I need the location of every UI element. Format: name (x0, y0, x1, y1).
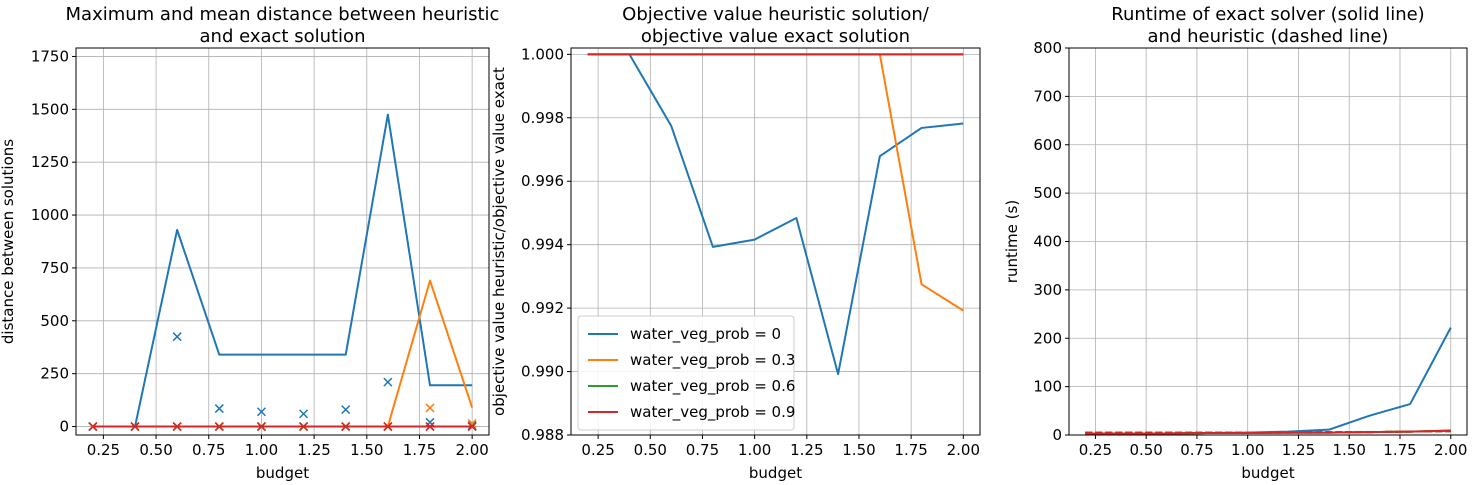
y-tick-label: 1.000 (521, 45, 564, 63)
legend-entry: water_veg_prob = 0.6 (630, 377, 795, 396)
mean-distance-marker (256, 407, 266, 417)
y-tick-label: 0.994 (521, 236, 564, 254)
y-tick-label: 1750 (31, 47, 69, 65)
x-tick-label: 2.00 (947, 441, 980, 459)
y-tick-label: 0.988 (521, 426, 564, 444)
chart-title: Maximum and mean distance between heuris… (66, 4, 500, 25)
y-tick-label: 600 (1033, 136, 1062, 154)
mean-distance-marker (214, 422, 224, 432)
mean-distance-marker (172, 422, 182, 432)
y-tick-label: 800 (1033, 39, 1062, 57)
y-tick-label: 1000 (31, 206, 69, 224)
y-axis-label: distance between solutions (0, 139, 17, 344)
y-tick-label: 1250 (31, 153, 69, 171)
chart-panel-2: 0.25 0.50 0.75 1.00 1.25 1.50 1.75 2.00 0.988 0.9… (490, 4, 981, 482)
y-tick-label: 500 (1033, 184, 1062, 202)
series-line (92, 113, 473, 428)
y-tick-label: 0 (1052, 426, 1062, 444)
mean-distance-marker (256, 422, 266, 432)
y-tick-label: 1500 (31, 100, 69, 118)
mean-distance-marker (299, 409, 309, 419)
legend-entry: water_veg_prob = 0.9 (630, 403, 795, 422)
y-tick-label: 0.996 (521, 172, 564, 190)
x-tick-label: 0.25 (581, 441, 614, 459)
y-tick-label: 0.992 (521, 299, 564, 317)
x-tick-label: 0.75 (192, 441, 225, 459)
mean-distance-marker (172, 332, 182, 342)
heuristic-runtime-line (1085, 430, 1451, 434)
y-tick-label: 400 (1033, 233, 1062, 251)
legend-entry: water_veg_prob = 0 (630, 325, 781, 344)
x-tick-label: 1.25 (297, 441, 330, 459)
axes-frame (75, 47, 490, 436)
mean-distance-marker (341, 405, 351, 415)
plot-area (1085, 327, 1452, 435)
x-tick-label: 1.75 (1383, 441, 1416, 459)
mean-distance-marker (425, 417, 435, 427)
mean-distance-marker (88, 422, 98, 432)
y-tick-label: 0.990 (521, 363, 564, 381)
chart-title: and exact solution (200, 26, 366, 47)
x-tick-label: 0.75 (1180, 441, 1213, 459)
x-tick-label: 1.75 (403, 441, 436, 459)
mean-distance-marker (299, 422, 309, 432)
y-tick-label: 750 (40, 259, 69, 277)
mean-distance-marker (383, 377, 393, 387)
chart-title: Runtime of exact solver (solid line) (1111, 4, 1424, 25)
x-tick-label: 0.50 (634, 441, 667, 459)
x-tick-label: 1.50 (842, 441, 875, 459)
y-axis-label: runtime (s) (1003, 200, 1021, 283)
x-tick-label: 1.00 (738, 441, 771, 459)
x-tick-label: 1.50 (1333, 441, 1366, 459)
y-tick-label: 300 (1033, 281, 1062, 299)
mean-distance-marker (214, 404, 224, 414)
x-axis-label: budget (749, 464, 802, 482)
y-axis-label: objective value heuristic/objective valu… (490, 67, 508, 416)
chart-title: and heuristic (dashed line) (1148, 26, 1389, 47)
x-tick-label: 0.50 (1129, 441, 1162, 459)
y-tick-label: 700 (1033, 87, 1062, 105)
x-tick-label: 1.25 (1282, 441, 1315, 459)
y-tick-label: 0 (59, 418, 69, 436)
x-axis-label: budget (256, 464, 309, 482)
mean-distance-marker (383, 422, 393, 432)
legend-box (577, 315, 795, 431)
mean-distance-marker (130, 422, 140, 432)
x-tick-label: 0.25 (87, 441, 120, 459)
x-tick-label: 0.50 (139, 441, 172, 459)
y-tick-label: 250 (40, 365, 69, 383)
chart-panel-1: 0.25 0.50 0.75 1.00 1.25 1.50 1.75 2.00 0 250 500 7… (0, 4, 499, 482)
mean-distance-marker (341, 422, 351, 432)
chart-title: objective value exact solution (641, 26, 910, 47)
x-tick-label: 1.50 (350, 441, 383, 459)
series-line (587, 53, 964, 376)
chart-title: Objective value heuristic solution/ (622, 4, 930, 25)
x-tick-label: 1.75 (894, 441, 927, 459)
x-axis-label: budget (1241, 464, 1294, 482)
x-tick-label: 1.00 (245, 441, 278, 459)
y-tick-label: 0.998 (521, 109, 564, 127)
mean-distance-marker (425, 403, 435, 413)
x-tick-label: 0.75 (686, 441, 719, 459)
legend: water_veg_prob = 0 water_veg_prob = 0.3 wa… (577, 315, 795, 431)
mean-distance-marker (467, 422, 477, 432)
plot-area (587, 53, 964, 376)
plot-area (88, 113, 477, 432)
y-tick-label: 200 (1033, 329, 1062, 347)
x-tick-label: 0.25 (1079, 441, 1112, 459)
y-tick-label: 500 (40, 312, 69, 330)
y-tick-label: 100 (1033, 378, 1062, 396)
legend-entry: water_veg_prob = 0.3 (630, 351, 795, 370)
x-tick-label: 2.00 (1434, 441, 1467, 459)
x-tick-label: 2.00 (455, 441, 488, 459)
chart-panel-3: 0.25 0.50 0.75 1.00 1.25 1.50 1.75 2.00 0 100 200 3… (1003, 4, 1468, 482)
x-tick-label: 1.00 (1231, 441, 1264, 459)
mean-distance-marker (425, 422, 435, 432)
x-tick-label: 1.25 (790, 441, 823, 459)
axes-frame (570, 47, 981, 436)
